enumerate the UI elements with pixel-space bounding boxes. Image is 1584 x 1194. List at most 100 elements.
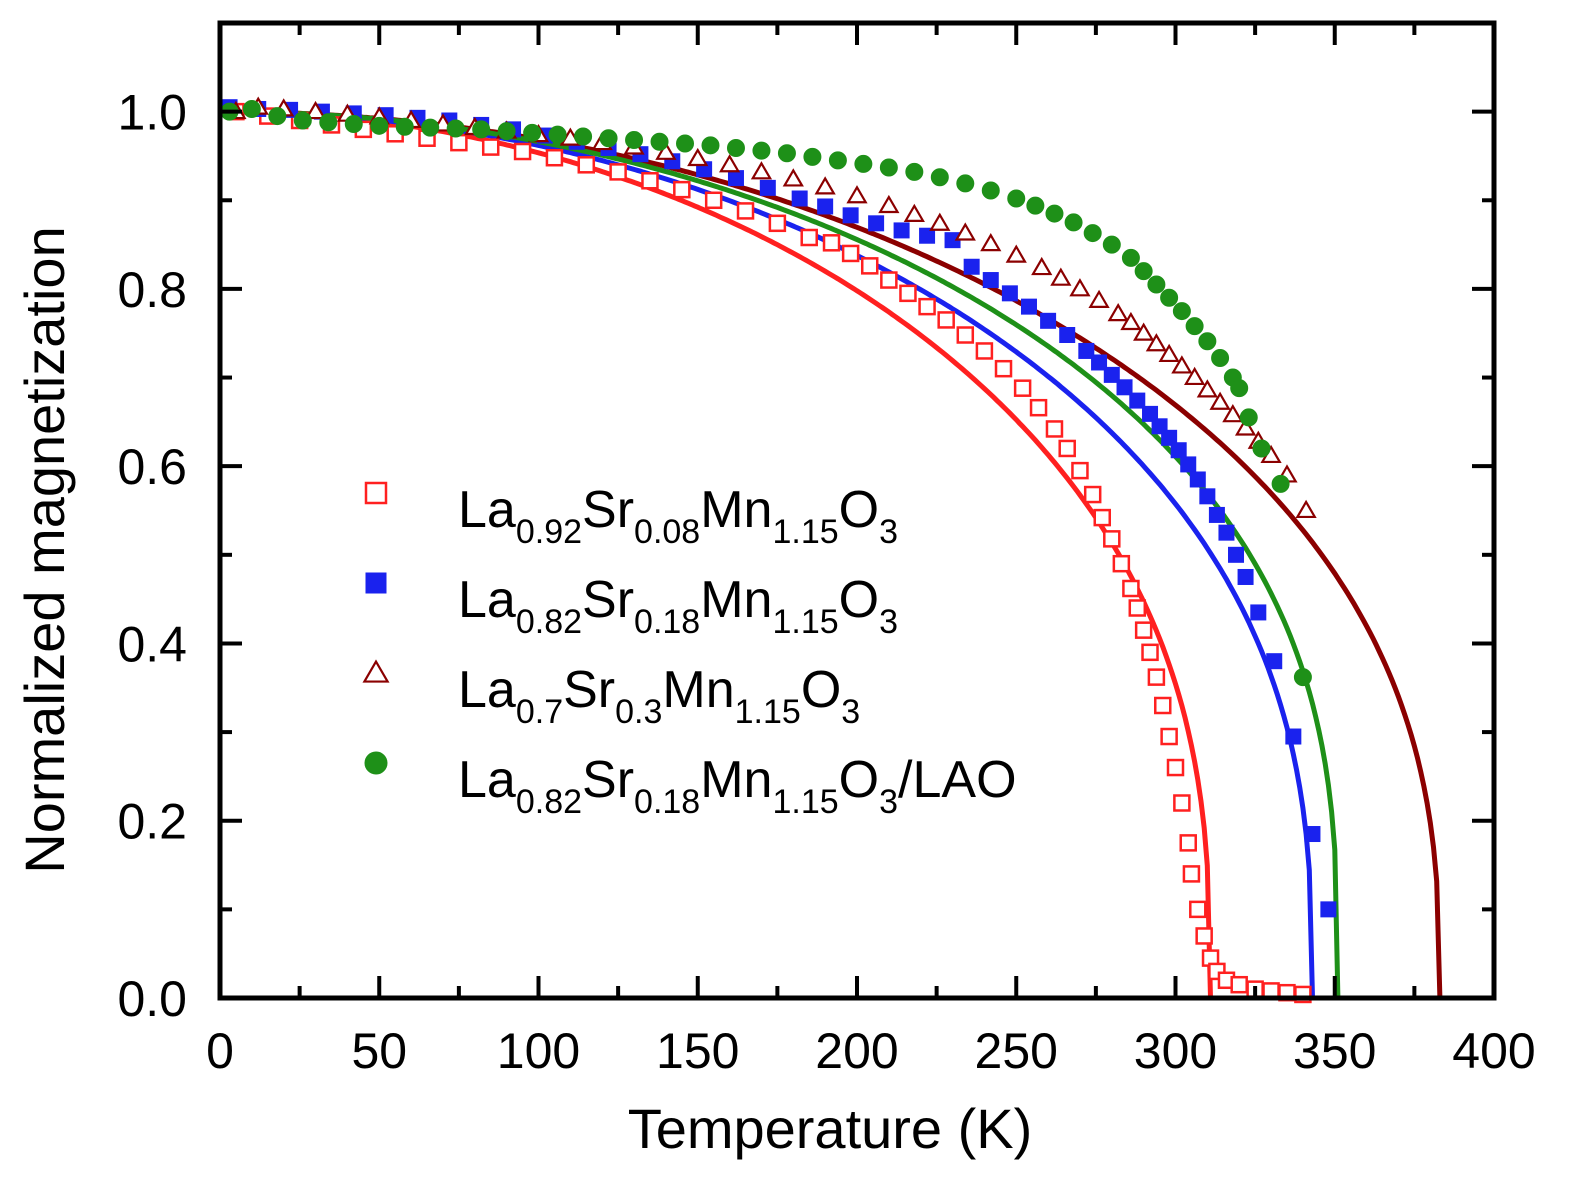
- data-point: [1166, 758, 1185, 777]
- data-point: [1128, 599, 1147, 617]
- y-tick-label: 0.8: [117, 262, 187, 318]
- data-point: [854, 154, 873, 173]
- data-point: [777, 144, 796, 163]
- data-point: [1154, 696, 1172, 715]
- data-point: [1020, 298, 1037, 315]
- data-point: [1134, 262, 1153, 281]
- data-point: [919, 227, 936, 244]
- data-point: [1107, 302, 1129, 322]
- legend-marker: [364, 751, 388, 775]
- data-point: [937, 311, 955, 329]
- data-point: [574, 127, 593, 146]
- data-point: [868, 215, 885, 232]
- data-point: [1234, 417, 1257, 436]
- data-point: [980, 232, 1002, 252]
- data-point: [1183, 366, 1206, 386]
- data-point: [1170, 442, 1187, 459]
- data-point: [641, 172, 659, 190]
- data-point: [1182, 865, 1201, 883]
- data-point: [954, 222, 976, 241]
- data-point: [1045, 420, 1064, 438]
- data-point: [1083, 485, 1102, 504]
- y-tick-label: 0.6: [117, 439, 187, 495]
- data-point: [1250, 604, 1267, 621]
- data-point: [842, 207, 859, 224]
- fit-curve: [226, 109, 1213, 999]
- x-tick-label: 300: [1134, 1023, 1217, 1079]
- y-tick-label: 0.2: [117, 794, 187, 850]
- data-point: [1103, 366, 1120, 383]
- data-point: [1129, 392, 1146, 409]
- axis-ticks: [218, 21, 1496, 1000]
- data-point: [1102, 235, 1121, 254]
- data-point: [481, 138, 500, 156]
- data-point: [268, 107, 287, 126]
- data-point: [704, 191, 723, 210]
- data-point: [319, 113, 338, 132]
- data-point: [1171, 355, 1193, 374]
- data-point: [523, 123, 542, 142]
- y-tick-labels: 0.0 0.2 0.4 0.6 0.8 1.0: [117, 85, 187, 1027]
- data-point: [548, 125, 567, 144]
- data-point: [1230, 975, 1248, 994]
- x-tick-label: 0: [206, 1023, 234, 1079]
- data-point: [1121, 248, 1140, 267]
- data-point: [1222, 404, 1244, 423]
- data-point: [1179, 834, 1197, 852]
- data-point: [903, 203, 925, 222]
- data-point: [879, 158, 898, 177]
- data-point: [1230, 379, 1249, 398]
- data-point: [893, 222, 910, 239]
- data-point: [727, 170, 744, 187]
- data-point: [1209, 391, 1231, 410]
- y-tick-label: 1.0: [117, 85, 187, 141]
- data-point: [1293, 668, 1312, 687]
- data-point: [242, 99, 261, 118]
- data-point: [817, 198, 834, 215]
- data-point: [1158, 343, 1180, 363]
- data-point: [1045, 204, 1064, 223]
- data-point: [1295, 499, 1317, 519]
- data-point: [1058, 439, 1076, 458]
- data-point: [1320, 901, 1337, 918]
- data-point: [822, 234, 841, 252]
- data-point: [1266, 653, 1283, 670]
- data-point: [1252, 439, 1271, 458]
- data-point: [1160, 727, 1178, 746]
- data-point: [791, 190, 808, 207]
- data-point: [1304, 826, 1321, 843]
- data-point: [1237, 568, 1254, 585]
- data-point: [1005, 244, 1027, 263]
- legend-label: La0.82Sr0.18Mn1.15O3: [458, 571, 898, 641]
- data-point: [497, 122, 516, 141]
- data-point: [982, 272, 999, 289]
- data-point: [676, 134, 695, 153]
- data-point: [1160, 288, 1179, 307]
- data-point: [930, 168, 949, 187]
- data-point: [1189, 471, 1206, 488]
- data-point: [1141, 643, 1159, 662]
- data-point: [963, 258, 980, 275]
- data-point: [1050, 267, 1072, 286]
- data-point: [1134, 621, 1153, 639]
- data-point: [395, 117, 414, 136]
- data-point: [1285, 728, 1302, 745]
- data-point: [1001, 285, 1018, 302]
- data-point: [450, 133, 468, 152]
- data-point: [1173, 794, 1191, 812]
- data-point: [1211, 349, 1230, 368]
- data-point: [650, 132, 669, 151]
- legend-label: La0.82Sr0.18Mn1.15O3/LAO: [458, 751, 1017, 821]
- data-point: [472, 120, 491, 139]
- data-point: [929, 212, 951, 231]
- data-point: [750, 161, 773, 180]
- y-tick-label: 0.0: [117, 971, 187, 1027]
- data-point: [899, 284, 917, 303]
- data-point: [803, 147, 822, 166]
- data-point: [599, 129, 618, 148]
- x-tick-label: 200: [815, 1023, 898, 1079]
- data-point: [1120, 311, 1142, 331]
- y-axis-title: Normalized magnetization: [13, 226, 76, 873]
- data-point: [1145, 333, 1168, 352]
